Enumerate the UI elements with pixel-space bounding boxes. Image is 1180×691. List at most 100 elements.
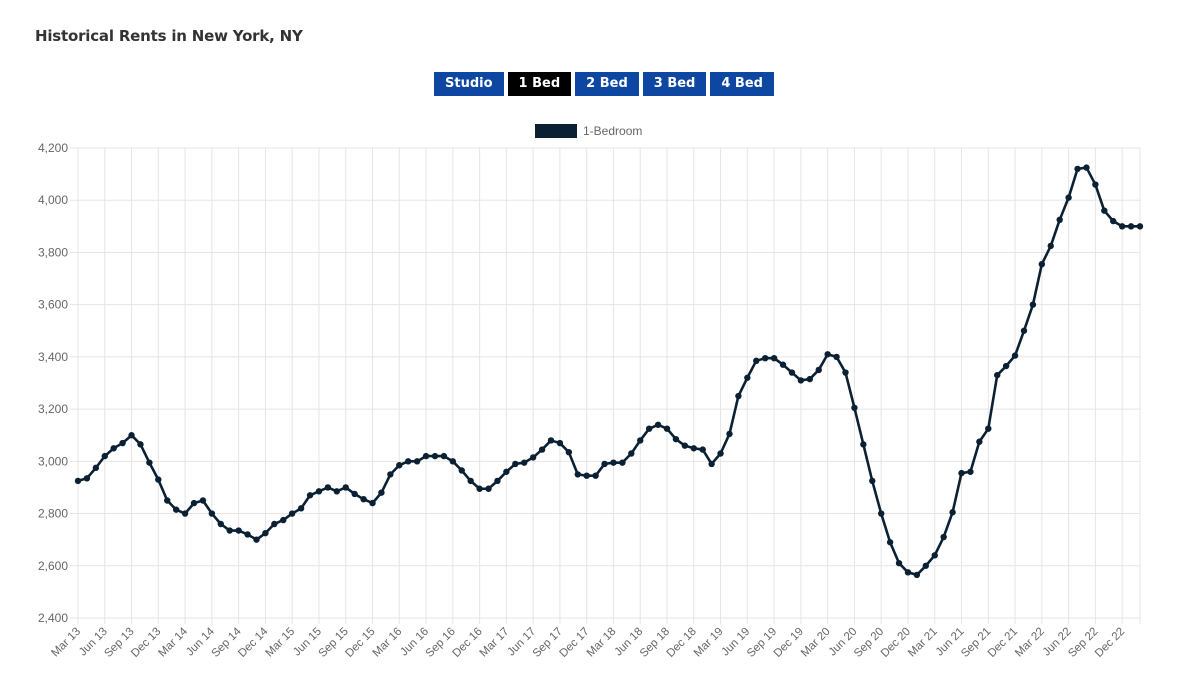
- data-point[interactable]: [351, 490, 358, 498]
- data-point[interactable]: [797, 377, 805, 384]
- tab-2-bed[interactable]: 2 Bed: [575, 72, 639, 96]
- data-point[interactable]: [378, 489, 385, 496]
- data-point[interactable]: [1065, 194, 1072, 201]
- data-point[interactable]: [690, 445, 697, 452]
- data-point[interactable]: [1092, 181, 1099, 188]
- data-point[interactable]: [369, 499, 376, 507]
- data-point[interactable]: [458, 467, 465, 474]
- data-point[interactable]: [628, 450, 635, 457]
- data-point[interactable]: [833, 353, 840, 361]
- data-point[interactable]: [1118, 223, 1126, 230]
- data-point[interactable]: [601, 460, 608, 468]
- data-point[interactable]: [699, 446, 706, 453]
- data-point[interactable]: [1047, 242, 1054, 250]
- data-point[interactable]: [529, 454, 537, 461]
- data-point[interactable]: [413, 458, 421, 465]
- data-point[interactable]: [1056, 216, 1063, 224]
- data-point[interactable]: [494, 477, 501, 485]
- data-point[interactable]: [396, 462, 403, 469]
- data-point[interactable]: [1038, 260, 1046, 268]
- data-point[interactable]: [922, 562, 930, 569]
- data-point[interactable]: [74, 477, 82, 485]
- data-point[interactable]: [708, 460, 715, 468]
- data-point[interactable]: [315, 488, 323, 495]
- data-point[interactable]: [788, 369, 796, 376]
- data-point[interactable]: [806, 375, 813, 383]
- data-point[interactable]: [610, 459, 617, 466]
- data-point[interactable]: [592, 472, 599, 479]
- data-point[interactable]: [119, 439, 126, 447]
- data-point[interactable]: [913, 571, 921, 579]
- data-point[interactable]: [199, 497, 207, 504]
- data-point[interactable]: [645, 425, 653, 432]
- data-point[interactable]: [262, 529, 269, 537]
- data-point[interactable]: [637, 437, 644, 444]
- data-point[interactable]: [172, 506, 180, 513]
- data-point[interactable]: [253, 536, 260, 543]
- data-point[interactable]: [556, 439, 564, 447]
- data-point[interactable]: [235, 527, 242, 534]
- tab-3-bed[interactable]: 3 Bed: [642, 72, 707, 96]
- data-point[interactable]: [985, 425, 992, 432]
- data-point[interactable]: [1002, 362, 1010, 370]
- data-point[interactable]: [886, 539, 894, 546]
- data-point[interactable]: [208, 510, 216, 517]
- data-point[interactable]: [538, 446, 546, 453]
- data-point[interactable]: [297, 505, 305, 512]
- data-point[interactable]: [449, 458, 457, 465]
- data-point[interactable]: [851, 404, 858, 412]
- data-point[interactable]: [574, 471, 581, 478]
- data-point[interactable]: [779, 361, 787, 368]
- data-point[interactable]: [476, 485, 483, 492]
- data-point[interactable]: [333, 488, 341, 495]
- data-point[interactable]: [1136, 223, 1144, 230]
- data-point[interactable]: [565, 448, 573, 456]
- data-point[interactable]: [288, 510, 296, 517]
- data-point[interactable]: [663, 425, 671, 432]
- data-point[interactable]: [619, 459, 626, 466]
- data-point[interactable]: [181, 510, 189, 517]
- data-point[interactable]: [770, 354, 778, 362]
- data-point[interactable]: [815, 366, 822, 374]
- data-point[interactable]: [146, 459, 153, 466]
- data-point[interactable]: [1101, 207, 1108, 214]
- data-point[interactable]: [824, 351, 831, 358]
- data-point[interactable]: [92, 464, 100, 472]
- data-point[interactable]: [342, 484, 349, 491]
- data-point[interactable]: [949, 509, 956, 516]
- data-point[interactable]: [324, 484, 332, 491]
- data-point[interactable]: [869, 477, 876, 485]
- data-point[interactable]: [1011, 352, 1019, 359]
- data-point[interactable]: [422, 452, 430, 460]
- tab-1-bed[interactable]: 1 Bed: [507, 72, 572, 96]
- data-point[interactable]: [280, 516, 287, 524]
- data-point[interactable]: [164, 497, 171, 504]
- data-point[interactable]: [877, 510, 885, 517]
- data-point[interactable]: [485, 485, 492, 492]
- data-point[interactable]: [1074, 165, 1081, 173]
- data-point[interactable]: [1083, 164, 1090, 171]
- data-point[interactable]: [1110, 217, 1117, 225]
- data-point[interactable]: [190, 499, 198, 507]
- data-point[interactable]: [735, 392, 742, 400]
- data-point[interactable]: [547, 437, 555, 444]
- data-point[interactable]: [512, 460, 519, 468]
- data-point[interactable]: [431, 452, 439, 460]
- data-point[interactable]: [217, 520, 224, 528]
- data-point[interactable]: [360, 495, 367, 503]
- data-point[interactable]: [226, 527, 233, 534]
- data-point[interactable]: [440, 452, 448, 460]
- data-point[interactable]: [521, 459, 528, 466]
- data-point[interactable]: [306, 492, 314, 499]
- data-point[interactable]: [717, 450, 724, 457]
- data-point[interactable]: [940, 533, 947, 541]
- data-point[interactable]: [271, 520, 278, 528]
- tab-4-bed[interactable]: 4 Bed: [710, 72, 774, 96]
- data-point[interactable]: [83, 475, 91, 482]
- data-point[interactable]: [744, 374, 751, 381]
- data-point[interactable]: [904, 569, 912, 576]
- data-point[interactable]: [101, 452, 108, 460]
- data-point[interactable]: [753, 357, 760, 365]
- data-point[interactable]: [387, 471, 394, 478]
- data-point[interactable]: [1127, 223, 1135, 230]
